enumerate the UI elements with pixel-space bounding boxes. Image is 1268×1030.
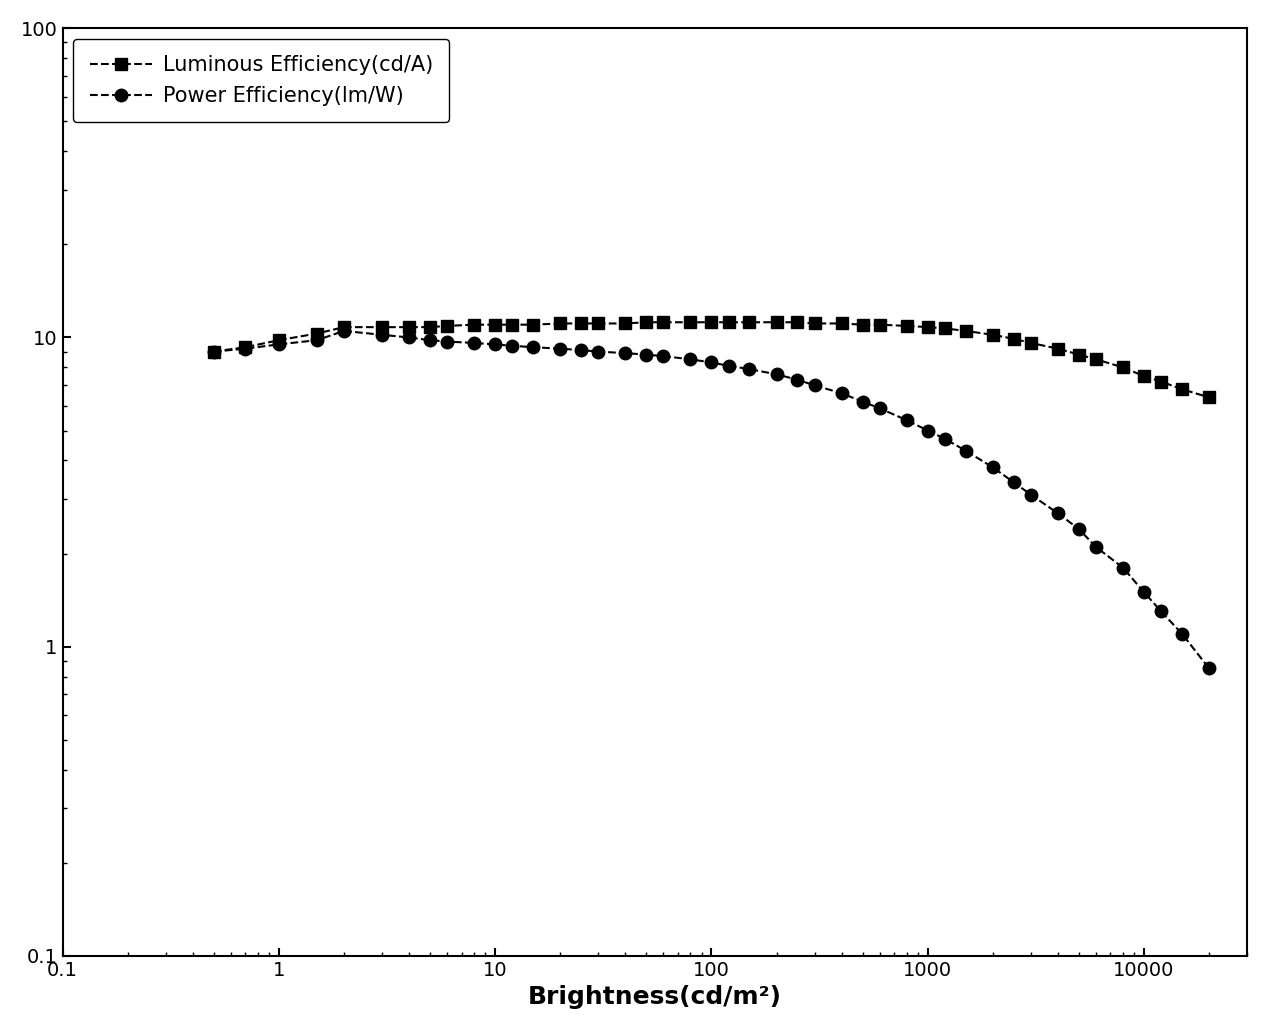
Luminous Efficiency(cd/A) (855, 318, 870, 331)
Luminous Efficiency(cd/A) (721, 316, 737, 329)
Luminous Efficiency(cd/A) (487, 318, 502, 331)
Power Efficiency(lm/W) (1023, 488, 1038, 501)
Power Efficiency(lm/W) (704, 356, 719, 369)
Power Efficiency(lm/W) (505, 340, 520, 352)
Power Efficiency(lm/W) (742, 363, 757, 375)
Luminous Efficiency(cd/A) (336, 321, 351, 334)
Power Efficiency(lm/W) (591, 345, 606, 357)
Luminous Efficiency(cd/A) (985, 329, 1000, 341)
Power Efficiency(lm/W) (309, 334, 325, 346)
Power Efficiency(lm/W) (467, 337, 482, 349)
Luminous Efficiency(cd/A) (872, 318, 888, 331)
Luminous Efficiency(cd/A) (207, 345, 222, 357)
Power Efficiency(lm/W) (271, 338, 287, 350)
Luminous Efficiency(cd/A) (422, 321, 437, 334)
Power Efficiency(lm/W) (440, 336, 455, 348)
Power Efficiency(lm/W) (959, 445, 974, 457)
Power Efficiency(lm/W) (422, 334, 437, 346)
Luminous Efficiency(cd/A) (526, 318, 541, 331)
Power Efficiency(lm/W) (985, 461, 1000, 474)
Luminous Efficiency(cd/A) (309, 328, 325, 340)
Luminous Efficiency(cd/A) (1071, 348, 1087, 360)
Luminous Efficiency(cd/A) (790, 316, 805, 329)
X-axis label: Brightness(cd/m²): Brightness(cd/m²) (527, 985, 782, 1009)
Legend: Luminous Efficiency(cd/A), Power Efficiency(lm/W): Luminous Efficiency(cd/A), Power Efficie… (74, 39, 449, 123)
Power Efficiency(lm/W) (921, 424, 936, 437)
Luminous Efficiency(cd/A) (959, 324, 974, 337)
Luminous Efficiency(cd/A) (704, 316, 719, 329)
Power Efficiency(lm/W) (207, 345, 222, 357)
Power Efficiency(lm/W) (1154, 606, 1169, 618)
Power Efficiency(lm/W) (639, 348, 654, 360)
Luminous Efficiency(cd/A) (768, 316, 784, 329)
Luminous Efficiency(cd/A) (806, 317, 822, 330)
Luminous Efficiency(cd/A) (237, 341, 252, 353)
Power Efficiency(lm/W) (872, 402, 888, 414)
Luminous Efficiency(cd/A) (639, 316, 654, 329)
Line: Luminous Efficiency(cd/A): Luminous Efficiency(cd/A) (208, 316, 1215, 403)
Power Efficiency(lm/W) (336, 324, 351, 337)
Power Efficiency(lm/W) (656, 350, 671, 363)
Luminous Efficiency(cd/A) (618, 317, 633, 330)
Luminous Efficiency(cd/A) (1116, 362, 1131, 374)
Power Efficiency(lm/W) (790, 374, 805, 386)
Power Efficiency(lm/W) (899, 414, 914, 426)
Luminous Efficiency(cd/A) (899, 319, 914, 332)
Luminous Efficiency(cd/A) (1202, 391, 1217, 404)
Luminous Efficiency(cd/A) (742, 316, 757, 329)
Power Efficiency(lm/W) (374, 329, 389, 341)
Luminous Efficiency(cd/A) (1088, 353, 1103, 366)
Power Efficiency(lm/W) (855, 396, 870, 408)
Power Efficiency(lm/W) (237, 343, 252, 355)
Power Efficiency(lm/W) (553, 343, 568, 355)
Power Efficiency(lm/W) (834, 387, 850, 400)
Power Efficiency(lm/W) (683, 353, 699, 366)
Luminous Efficiency(cd/A) (1154, 375, 1169, 387)
Luminous Efficiency(cd/A) (1174, 383, 1189, 396)
Power Efficiency(lm/W) (1136, 586, 1151, 598)
Luminous Efficiency(cd/A) (937, 322, 952, 335)
Line: Power Efficiency(lm/W): Power Efficiency(lm/W) (208, 324, 1215, 675)
Power Efficiency(lm/W) (402, 332, 417, 344)
Luminous Efficiency(cd/A) (1006, 333, 1021, 345)
Power Efficiency(lm/W) (1202, 662, 1217, 675)
Luminous Efficiency(cd/A) (591, 317, 606, 330)
Power Efficiency(lm/W) (1071, 523, 1087, 536)
Luminous Efficiency(cd/A) (440, 319, 455, 332)
Luminous Efficiency(cd/A) (573, 317, 588, 330)
Power Efficiency(lm/W) (526, 341, 541, 353)
Luminous Efficiency(cd/A) (505, 318, 520, 331)
Luminous Efficiency(cd/A) (834, 317, 850, 330)
Power Efficiency(lm/W) (1116, 561, 1131, 574)
Luminous Efficiency(cd/A) (921, 321, 936, 334)
Power Efficiency(lm/W) (573, 344, 588, 356)
Luminous Efficiency(cd/A) (656, 316, 671, 329)
Power Efficiency(lm/W) (721, 359, 737, 372)
Power Efficiency(lm/W) (1050, 507, 1065, 519)
Power Efficiency(lm/W) (937, 433, 952, 445)
Power Efficiency(lm/W) (1088, 541, 1103, 553)
Power Efficiency(lm/W) (1174, 627, 1189, 640)
Luminous Efficiency(cd/A) (374, 321, 389, 334)
Power Efficiency(lm/W) (768, 368, 784, 380)
Luminous Efficiency(cd/A) (553, 317, 568, 330)
Luminous Efficiency(cd/A) (402, 321, 417, 334)
Power Efficiency(lm/W) (806, 379, 822, 391)
Luminous Efficiency(cd/A) (683, 316, 699, 329)
Power Efficiency(lm/W) (618, 347, 633, 359)
Luminous Efficiency(cd/A) (467, 318, 482, 331)
Power Efficiency(lm/W) (487, 338, 502, 350)
Power Efficiency(lm/W) (1006, 476, 1021, 488)
Luminous Efficiency(cd/A) (1050, 343, 1065, 355)
Luminous Efficiency(cd/A) (1136, 370, 1151, 382)
Luminous Efficiency(cd/A) (1023, 337, 1038, 349)
Luminous Efficiency(cd/A) (271, 334, 287, 346)
